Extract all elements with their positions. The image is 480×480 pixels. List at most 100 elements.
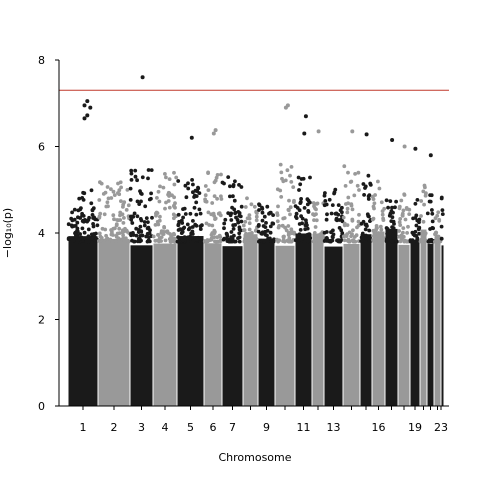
snp-point [346, 201, 350, 206]
snp-point [412, 239, 416, 244]
chromosome-17-density [385, 228, 398, 406]
snp-point [297, 188, 301, 192]
x-tick-label: 19 [408, 421, 422, 434]
snp-point [342, 238, 347, 243]
snp-point [105, 185, 110, 189]
snp-point [245, 196, 249, 201]
snp-point [80, 219, 85, 224]
snp-point [212, 180, 217, 185]
snp-point [167, 191, 172, 196]
snp-point [433, 216, 438, 221]
snp-point [75, 229, 80, 234]
snp-point [139, 199, 143, 204]
snp-point [350, 207, 355, 212]
chromosome-16-density [372, 231, 385, 406]
snp-point [428, 199, 433, 204]
snp-point [334, 211, 339, 216]
snp-point [360, 231, 365, 236]
snp-point [181, 215, 186, 220]
notable-snp-point [285, 103, 290, 108]
chromosome-1-density [68, 236, 98, 406]
snp-point [149, 191, 154, 196]
snp-point [213, 239, 217, 244]
snp-point [349, 202, 354, 207]
snp-point [226, 211, 231, 216]
snp-point [384, 198, 389, 203]
snp-point [237, 239, 242, 244]
snp-point [243, 235, 248, 240]
snp-point [364, 222, 369, 227]
snp-point [256, 229, 261, 234]
snp-point [252, 236, 256, 241]
snp-point [297, 222, 302, 226]
snp-point [312, 231, 317, 235]
snp-point [219, 172, 223, 177]
snp-point [316, 233, 321, 238]
snp-point [226, 175, 231, 180]
snp-point [149, 168, 154, 173]
snp-point [268, 210, 273, 215]
snp-point [177, 219, 182, 224]
snp-point [366, 214, 371, 218]
x-tick-label: 11 [297, 421, 311, 434]
snp-point [167, 177, 172, 182]
snp-point [372, 201, 377, 206]
snp-point [167, 205, 172, 210]
x-tick-label: 16 [372, 421, 386, 434]
snp-point [331, 232, 336, 237]
snp-point [394, 199, 398, 204]
snp-point [228, 194, 232, 199]
snp-point [233, 179, 237, 184]
snp-point [122, 216, 126, 220]
snp-point [330, 203, 335, 208]
snp-point [263, 225, 268, 230]
snp-point [303, 223, 308, 228]
snp-point [322, 193, 327, 198]
snp-point [356, 219, 361, 224]
snp-point [172, 170, 176, 175]
snp-point [311, 212, 315, 217]
snp-point [78, 207, 82, 212]
snp-point [406, 224, 410, 229]
snp-point [73, 224, 78, 228]
snp-point [210, 223, 215, 228]
points-layer [66, 75, 445, 406]
snp-point [286, 230, 291, 235]
notable-snp-point [303, 114, 308, 119]
snp-point [169, 235, 174, 239]
snp-point [232, 207, 237, 212]
snp-point [314, 207, 318, 212]
snp-point [440, 212, 445, 217]
snp-point [186, 181, 190, 186]
snp-point [116, 236, 121, 241]
snp-point [377, 186, 382, 191]
x-tick-label: 2 [111, 421, 118, 434]
snp-point [265, 204, 270, 209]
snp-point [308, 236, 313, 240]
snp-point [342, 223, 347, 228]
snp-point [399, 198, 404, 203]
snp-point [306, 209, 311, 213]
snp-point [233, 211, 238, 216]
snp-point [361, 238, 365, 243]
snp-point [433, 239, 437, 244]
snp-point [116, 181, 120, 186]
snp-point [156, 189, 161, 194]
snp-point [112, 193, 117, 198]
snp-point [304, 234, 309, 238]
snp-point [296, 175, 301, 180]
snp-point [287, 236, 292, 241]
snp-point [228, 239, 232, 244]
snp-point [260, 210, 265, 215]
snp-point [263, 232, 268, 237]
snp-point [379, 200, 384, 205]
snp-point [229, 235, 234, 240]
snp-point [350, 218, 355, 223]
chromosome-2-density [98, 238, 130, 406]
snp-point [436, 239, 441, 243]
snp-point [341, 234, 346, 239]
snp-point [125, 229, 130, 234]
snp-point [351, 238, 356, 243]
snp-point [70, 210, 74, 215]
snp-point [103, 190, 108, 195]
